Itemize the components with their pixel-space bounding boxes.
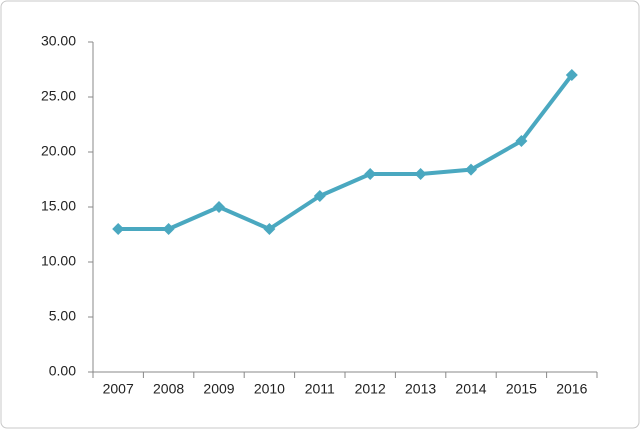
x-tick-label: 2008 bbox=[153, 381, 184, 397]
x-tick-label: 2010 bbox=[254, 381, 285, 397]
y-tick-label: 20.00 bbox=[41, 143, 76, 159]
marker bbox=[364, 168, 377, 180]
x-tick-label: 2016 bbox=[556, 381, 587, 397]
y-tick-label: 0.00 bbox=[49, 363, 76, 379]
x-tick-label: 2009 bbox=[203, 381, 234, 397]
x-tick-label: 2011 bbox=[305, 381, 335, 397]
x-tick-label: 2014 bbox=[455, 381, 486, 397]
y-tick-label: 25.00 bbox=[41, 88, 76, 104]
x-tick-label: 2012 bbox=[355, 381, 386, 397]
marker bbox=[313, 190, 326, 202]
marker bbox=[465, 163, 477, 176]
marker bbox=[162, 223, 175, 235]
line bbox=[118, 73, 574, 231]
marker bbox=[565, 69, 578, 81]
x-tick-label: 2013 bbox=[405, 381, 436, 397]
marker bbox=[414, 168, 427, 180]
marker bbox=[213, 201, 225, 213]
y-tick-label: 15.00 bbox=[41, 198, 76, 214]
x-tick-label: 2007 bbox=[103, 381, 134, 397]
y-tick-label: 30.00 bbox=[41, 33, 76, 49]
y-tick-label: 10.00 bbox=[41, 253, 76, 269]
marker bbox=[515, 135, 528, 147]
y-tick-label: 5.00 bbox=[49, 308, 76, 324]
marker bbox=[263, 223, 276, 235]
marker bbox=[112, 223, 125, 235]
x-tick-label: 2015 bbox=[506, 381, 537, 397]
